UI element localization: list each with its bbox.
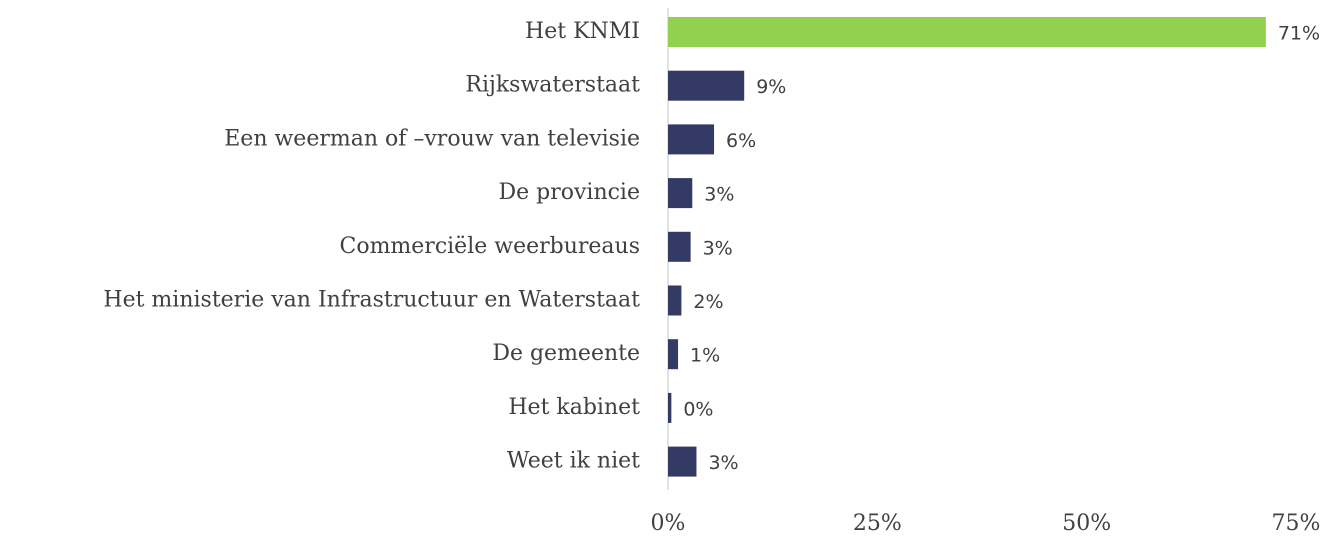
category-label: De provincie: [498, 180, 640, 205]
value-label: 1%: [690, 345, 720, 367]
value-label: 9%: [756, 76, 786, 98]
value-label: 3%: [704, 184, 734, 206]
category-label: Commerciële weerbureaus: [339, 234, 640, 259]
bar: [668, 17, 1266, 47]
bar: [668, 285, 682, 316]
category-label: Weet ik niet: [507, 449, 640, 474]
value-label: 3%: [708, 452, 738, 474]
bar: [668, 178, 693, 209]
category-label: Het KNMI: [525, 19, 640, 44]
x-tick-label: 25%: [853, 511, 902, 536]
bar: [668, 124, 715, 155]
bar: [668, 446, 697, 477]
x-tick-label: 50%: [1062, 511, 1111, 536]
bar: [668, 392, 672, 423]
category-label: Het kabinet: [508, 395, 640, 420]
bar: [668, 339, 679, 370]
category-label: Rijkswaterstaat: [465, 73, 640, 98]
value-label: 3%: [703, 237, 733, 259]
value-label: 6%: [726, 130, 756, 152]
x-tick-label: 0%: [651, 511, 686, 536]
x-tick-label: 75%: [1272, 511, 1321, 536]
bar: [668, 231, 691, 262]
bar: [668, 70, 745, 101]
value-label: 71%: [1278, 23, 1320, 45]
value-label: 0%: [683, 398, 713, 420]
value-label: 2%: [693, 291, 723, 313]
category-label: Het ministerie van Infrastructuur en Wat…: [103, 288, 640, 313]
category-label: Een weerman of –vrouw van televisie: [224, 126, 640, 151]
category-label: De gemeente: [492, 341, 640, 366]
